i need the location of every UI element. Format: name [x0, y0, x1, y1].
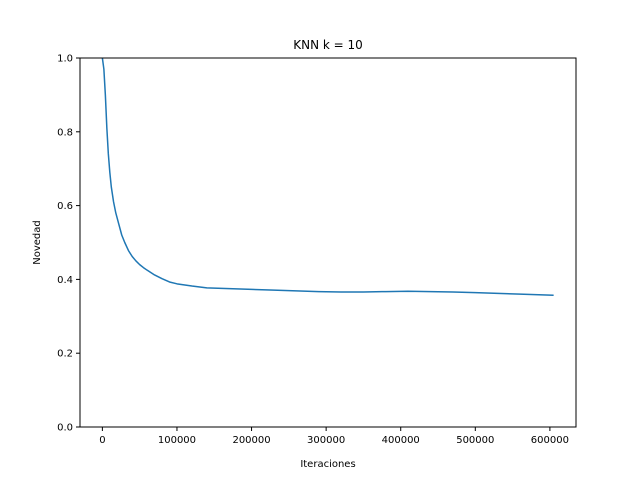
chart-title: KNN k = 10 — [293, 38, 363, 52]
y-tick-label: 0.6 — [57, 201, 73, 212]
y-tick-label: 0.4 — [57, 275, 73, 286]
x-tick-label: 500000 — [456, 435, 494, 446]
x-axis-label: Iteraciones — [300, 459, 355, 470]
y-tick-label: 0.0 — [57, 423, 73, 434]
y-tick-label: 0.8 — [57, 127, 73, 138]
x-tick-label: 300000 — [307, 435, 345, 446]
x-tick-label: 100000 — [158, 435, 196, 446]
x-tick-label: 600000 — [531, 435, 569, 446]
y-axis-label: Novedad — [32, 220, 43, 265]
plot-area — [80, 58, 576, 427]
y-axis-ticks: 0.0 0.2 0.4 0.6 0.8 1.0 — [57, 54, 80, 434]
x-tick-label: 400000 — [382, 435, 420, 446]
x-axis-ticks: 0 100000 200000 300000 400000 500000 600000 — [99, 427, 569, 446]
series-line — [101, 57, 554, 297]
x-tick-label: 0 — [99, 435, 105, 446]
y-tick-label: 0.2 — [57, 349, 73, 360]
plot-frame — [79, 57, 577, 428]
series-layer — [101, 57, 554, 297]
x-tick-label: 200000 — [232, 435, 270, 446]
y-tick-label: 1.0 — [57, 54, 73, 65]
